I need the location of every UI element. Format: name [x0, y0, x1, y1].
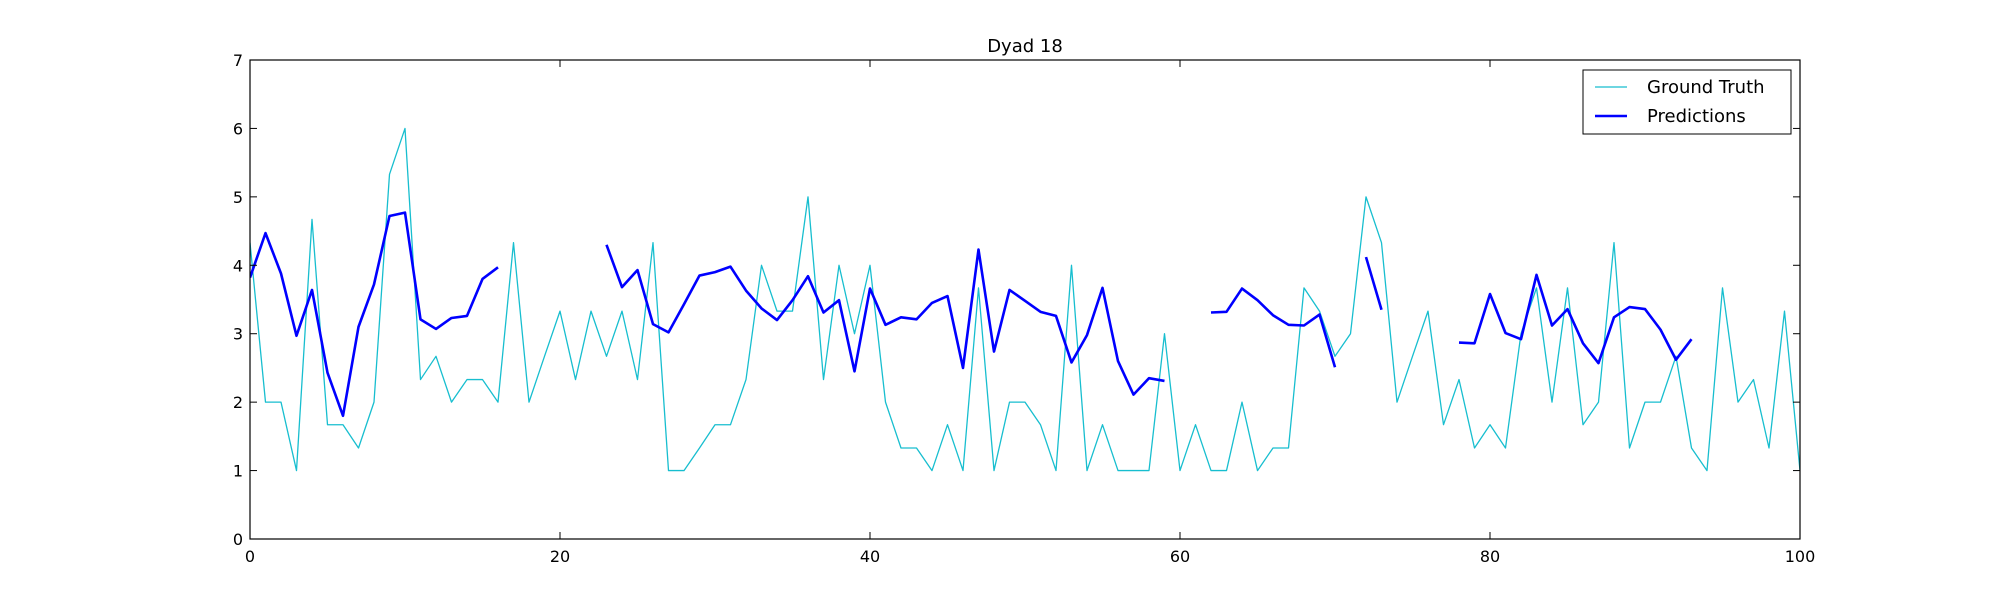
y-tick-label: 0	[233, 530, 243, 549]
legend-box	[1582, 69, 1792, 135]
y-tick-label: 7	[233, 51, 243, 70]
legend: Ground Truth Predictions	[1582, 69, 1792, 135]
y-tick-label: 5	[233, 188, 243, 207]
series-line-predictions	[250, 211, 499, 418]
legend-label: Ground Truth	[1647, 77, 1765, 98]
y-tick-label: 2	[233, 393, 243, 412]
series-line-predictions	[605, 244, 1165, 396]
plot-area-frame	[249, 59, 1801, 540]
legend-label: Predictions	[1647, 106, 1746, 127]
series-line-predictions	[1210, 287, 1337, 368]
chart-title: Dyad 18	[987, 36, 1063, 57]
y-tick-label: 6	[233, 119, 243, 138]
series-line-predictions	[1364, 256, 1383, 311]
x-axis: 0 20 40 60 80 100	[245, 60, 1815, 566]
series-line-ground-truth	[250, 127, 1800, 472]
x-tick-label: 100	[1785, 547, 1816, 566]
y-axis: 0 1 2 3 4 5 6 7	[233, 51, 1800, 549]
y-tick-label: 4	[233, 256, 243, 275]
x-tick-label: 40	[860, 547, 880, 566]
series-layer	[250, 127, 1800, 472]
x-tick-label: 60	[1170, 547, 1190, 566]
x-tick-label: 80	[1480, 547, 1500, 566]
y-tick-label: 1	[233, 462, 243, 481]
x-tick-label: 0	[245, 547, 255, 566]
y-tick-label: 3	[233, 325, 243, 344]
series-line-predictions	[1458, 273, 1693, 365]
x-tick-label: 20	[550, 547, 570, 566]
